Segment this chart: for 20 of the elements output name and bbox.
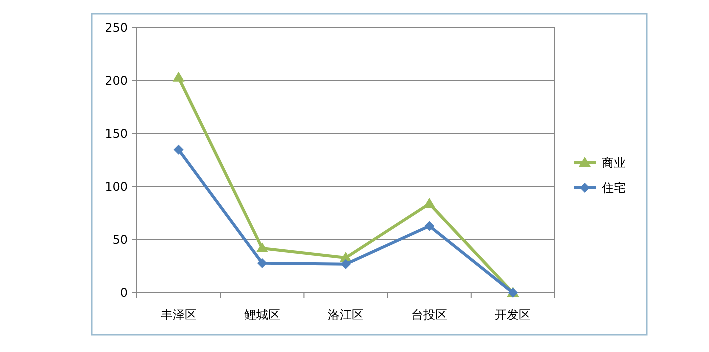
x-tick-label: 鲤城区 [244, 308, 280, 322]
point [256, 242, 268, 252]
point [424, 221, 435, 232]
point [172, 72, 185, 82]
y-tick-label: 100 [105, 180, 128, 194]
x-tick-label: 洛江区 [328, 308, 364, 322]
point [341, 259, 351, 270]
legend-label: 住宅 [601, 181, 626, 195]
y-tick-label: 0 [120, 286, 128, 300]
x-tick-label: 台投区 [412, 308, 448, 322]
y-tick-label: 50 [112, 233, 128, 247]
x-tick-label: 开发区 [495, 308, 532, 322]
y-tick-label: 150 [105, 127, 128, 141]
point [174, 144, 184, 155]
x-tick-label: 丰泽区 [160, 308, 197, 322]
legend-label: 商业 [602, 156, 626, 170]
point [424, 198, 436, 208]
point [257, 258, 268, 268]
y-tick-label: 200 [105, 74, 128, 88]
y-tick-label: 250 [105, 21, 128, 35]
